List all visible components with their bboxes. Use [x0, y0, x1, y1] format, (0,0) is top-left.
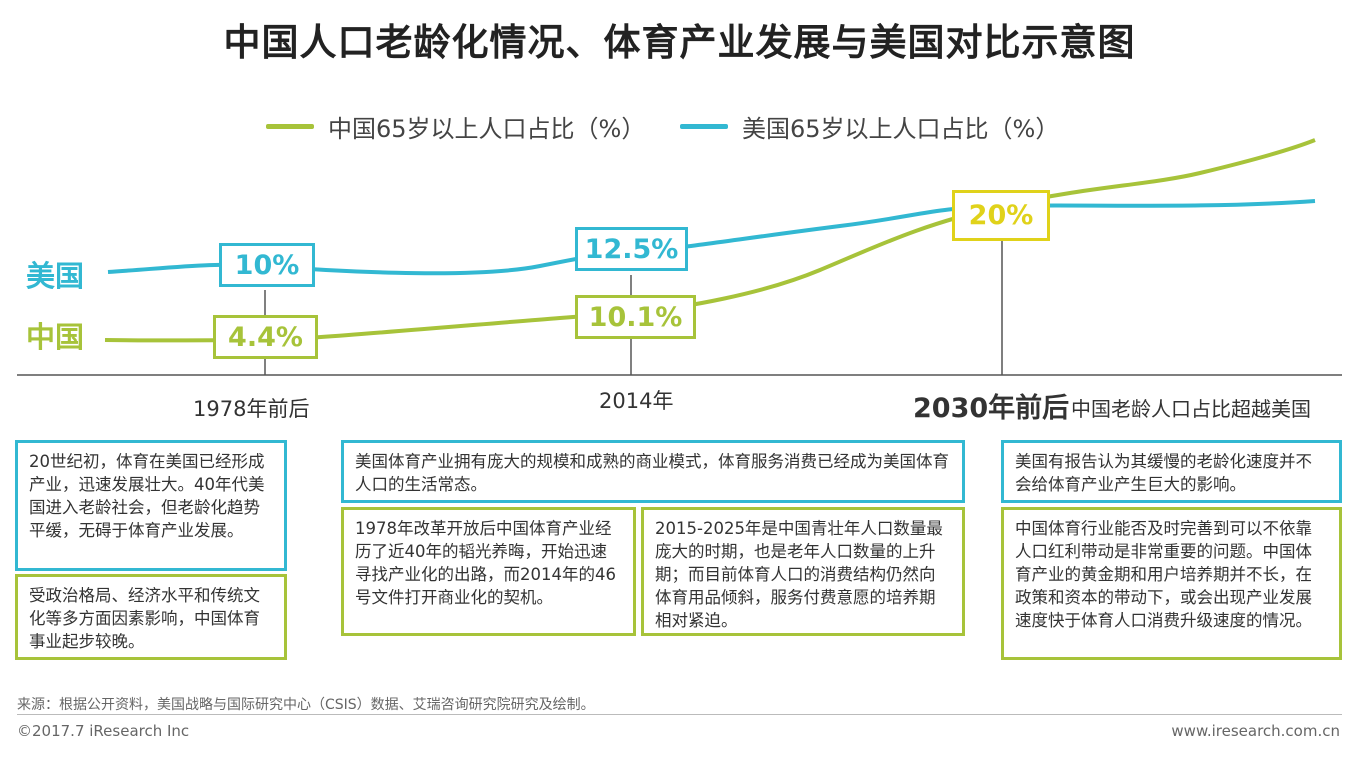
x-tick-label-2030: 2030年前后 [913, 393, 1070, 424]
data-label-china-1978: 4.4% [213, 315, 318, 359]
legend-label-us: 美国65岁以上人口占比（%） [742, 114, 1060, 143]
data-label-china-2014: 10.1% [575, 295, 696, 339]
note-china-2030: 中国体育行业能否及时完善到可以不依靠人口红利带动是非常重要的问题。中国体育产业的… [1001, 507, 1342, 660]
chart-plot-area [17, 138, 1342, 376]
site-url: www.iresearch.com.cn [1171, 722, 1340, 740]
legend-swatch-china [266, 123, 314, 129]
note-us-2030: 美国有报告认为其缓慢的老龄化速度并不会给体育产业产生巨大的影响。 [1001, 440, 1342, 503]
data-label-us-1978: 10% [219, 243, 315, 287]
legend-item-china: 中国65岁以上人口占比（%） [266, 106, 645, 146]
x-annotation-2030: 中国老龄人口占比超越美国 [1071, 397, 1311, 421]
page-title: 中国人口老龄化情况、体育产业发展与美国对比示意图 [223, 21, 1136, 64]
chart-legend: 中国65岁以上人口占比（%） 美国65岁以上人口占比（%） [0, 106, 1359, 146]
x-tick-label-2014: 2014年 [599, 389, 674, 413]
note-china-1978: 受政治格局、经济水平和传统文化等多方面因素影响，中国体育事业起步较晚。 [15, 574, 287, 660]
footer-divider [17, 714, 1342, 715]
note-china-2014-consumption: 2015-2025年是中国青壮年人口数量最庞大的时期，也是老年人口数量的上升期；… [641, 507, 965, 636]
note-us-2014: 美国体育产业拥有庞大的规模和成熟的商业模式，体育服务消费已经成为美国体育人口的生… [341, 440, 965, 503]
copyright-text: ©2017.7 iResearch Inc [17, 722, 190, 740]
series-line-china [104, 138, 1316, 343]
legend-swatch-us [680, 123, 728, 129]
data-label-us-2014: 12.5% [575, 227, 688, 271]
note-us-1978: 20世纪初，体育在美国已经形成产业，迅速发展壮大。40年代美国进入老龄社会，但老… [15, 440, 287, 571]
series-name-china: 中国 [26, 320, 85, 354]
data-label-crossover-2030: 20% [952, 190, 1050, 241]
series-name-us: 美国 [26, 259, 85, 293]
legend-label-china: 中国65岁以上人口占比（%） [328, 114, 646, 143]
note-china-2014-reform: 1978年改革开放后中国体育产业经历了近40年的韬光养晦，开始迅速寻找产业化的出… [341, 507, 636, 636]
legend-item-us: 美国65岁以上人口占比（%） [680, 106, 1059, 146]
x-tick-label-1978: 1978年前后 [193, 397, 310, 421]
source-note: 来源：根据公开资料，美国战略与国际研究中心（CSIS）数据、艾瑞咨询研究院研究及… [17, 697, 595, 713]
